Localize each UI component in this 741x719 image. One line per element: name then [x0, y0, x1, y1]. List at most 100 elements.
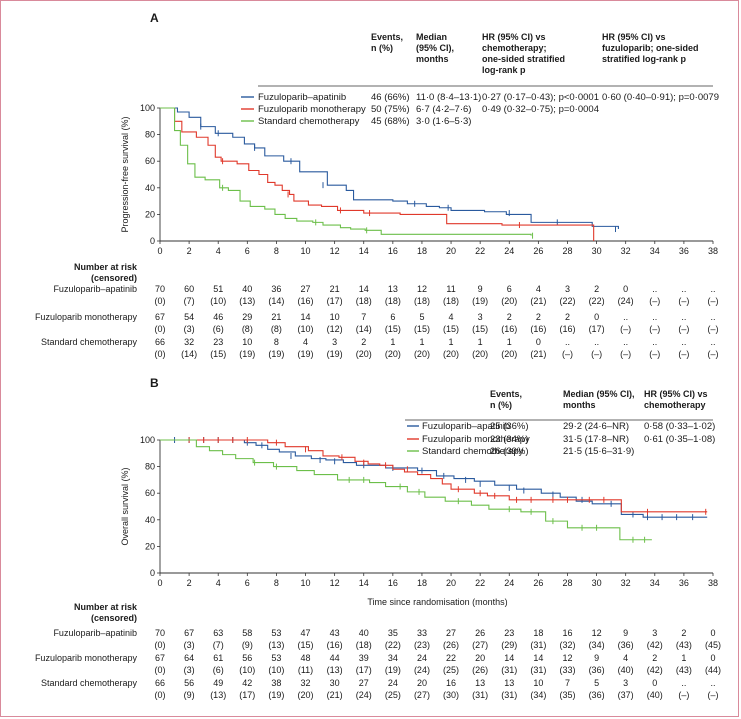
risk-count: 67 — [155, 653, 165, 663]
hr2-header: fuzuloparib; one-sided — [602, 43, 699, 53]
risk-count: .. — [710, 312, 715, 322]
risk-count: 35 — [388, 628, 398, 638]
risk-count: 9 — [623, 628, 628, 638]
risk-censored: (0) — [155, 349, 166, 359]
risk-censored: (20) — [472, 349, 488, 359]
risk-censored: (25) — [385, 690, 401, 700]
risk-censored: (7) — [213, 640, 224, 650]
risk-censored: (16) — [530, 324, 546, 334]
risk-count: 30 — [330, 678, 340, 688]
risk-count: 66 — [155, 337, 165, 347]
x-tick-label: 10 — [301, 578, 311, 588]
risk-count: .. — [681, 284, 686, 294]
risk-count: .. — [652, 312, 657, 322]
risk-censored: (11) — [298, 665, 313, 675]
risk-count: 2 — [594, 284, 599, 294]
risk-censored: (–) — [620, 349, 631, 359]
risk-count: 49 — [213, 678, 223, 688]
risk-censored: (17) — [327, 296, 343, 306]
risk-censored: (25) — [443, 665, 459, 675]
risk-count: 13 — [388, 284, 398, 294]
risk-subtitle: (censored) — [91, 613, 137, 623]
risk-row-label: Fuzuloparib–apatinib — [53, 284, 137, 294]
risk-count: 51 — [213, 284, 223, 294]
series-2 — [160, 437, 708, 515]
risk-censored: (10) — [298, 324, 314, 334]
risk-count: .. — [652, 337, 657, 347]
risk-count: 36 — [271, 284, 281, 294]
y-tick-label: 40 — [145, 515, 155, 525]
risk-count: 27 — [446, 628, 456, 638]
events-header: n (%) — [490, 400, 512, 410]
x-tick-label: 30 — [592, 578, 602, 588]
risk-censored: (16) — [327, 640, 343, 650]
risk-count: 63 — [213, 628, 223, 638]
risk-censored: (20) — [298, 690, 314, 700]
risk-count: 5 — [419, 312, 424, 322]
hr-header: log-rank p — [482, 65, 526, 75]
risk-censored: (36) — [589, 690, 605, 700]
y-tick-label: 80 — [145, 130, 155, 140]
x-tick-label: 24 — [504, 578, 514, 588]
risk-censored: (0) — [155, 324, 166, 334]
x-tick-label: 16 — [388, 578, 398, 588]
risk-censored: (21) — [530, 349, 546, 359]
risk-count: .. — [594, 337, 599, 347]
x-axis-label: Time since randomisation (months) — [367, 597, 507, 607]
risk-count: 58 — [242, 628, 252, 638]
risk-censored: (3) — [184, 665, 195, 675]
risk-title: Number at risk — [74, 602, 138, 612]
risk-title: Number at risk — [74, 262, 138, 272]
risk-row-label: Fuzuloparib monotherapy — [35, 312, 138, 322]
risk-censored: (20) — [443, 349, 459, 359]
risk-count: 56 — [184, 678, 194, 688]
risk-count: 13 — [475, 678, 485, 688]
hr-header: chemotherapy; — [482, 43, 547, 53]
series-1 — [160, 437, 708, 521]
risk-censored: (37) — [618, 690, 634, 700]
risk-censored: (13) — [239, 296, 255, 306]
events-cell: 45 (68%) — [371, 116, 410, 127]
risk-censored: (13) — [210, 690, 226, 700]
risk-count: .. — [565, 337, 570, 347]
risk-censored: (27) — [414, 690, 430, 700]
risk-censored: (15) — [414, 324, 430, 334]
risk-count: .. — [652, 284, 657, 294]
risk-censored: (18) — [414, 296, 430, 306]
risk-count: 32 — [184, 337, 194, 347]
risk-count: 34 — [388, 653, 398, 663]
risk-censored: (36) — [618, 640, 634, 650]
risk-censored: (–) — [708, 296, 719, 306]
risk-censored: (30) — [443, 690, 459, 700]
x-tick-label: 12 — [330, 578, 340, 588]
legend-entry: Standard chemotherapy — [258, 116, 360, 127]
x-tick-label: 14 — [359, 246, 369, 256]
risk-censored: (18) — [443, 296, 459, 306]
series-1 — [160, 107, 619, 233]
km-curve — [160, 439, 708, 518]
risk-censored: (17) — [239, 690, 255, 700]
risk-censored: (43) — [676, 640, 692, 650]
panel-letter: B — [150, 376, 159, 390]
risk-count: 27 — [301, 284, 311, 294]
median-header: months — [563, 400, 596, 410]
risk-censored: (6) — [213, 665, 224, 675]
risk-censored: (45) — [705, 640, 721, 650]
risk-censored: (40) — [618, 665, 634, 675]
risk-censored: (–) — [620, 324, 631, 334]
hr-cell: 0·49 (0·32–0·75); p=0·0004 — [482, 104, 599, 115]
risk-censored: (9) — [184, 690, 195, 700]
risk-censored: (34) — [589, 640, 605, 650]
risk-count: 12 — [562, 653, 572, 663]
risk-censored: (–) — [708, 324, 719, 334]
risk-count: .. — [710, 337, 715, 347]
risk-censored: (–) — [562, 349, 573, 359]
risk-censored: (44) — [705, 665, 721, 675]
risk-count: 3 — [623, 678, 628, 688]
risk-censored: (19) — [268, 349, 284, 359]
risk-censored: (31) — [530, 640, 546, 650]
risk-censored: (19) — [385, 665, 401, 675]
y-tick-label: 20 — [145, 541, 155, 551]
